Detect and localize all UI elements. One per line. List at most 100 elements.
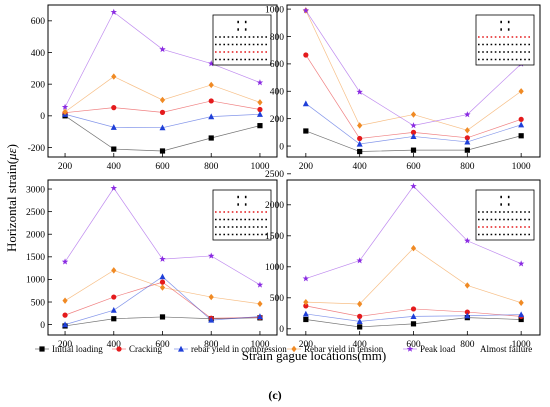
gauge-dot [244,195,247,199]
data-point [464,147,470,153]
legend-label: Initial loading [52,344,103,354]
data-point [464,282,470,289]
y-tick-label: 0 [40,112,45,122]
specimen-inset [475,14,535,66]
x-tick-label: 200 [58,162,73,172]
x-tick-label: 200 [299,162,314,172]
data-point [62,108,68,116]
inset-frame [475,189,535,241]
data-point [410,313,417,319]
y-tick-label: 200 [270,115,285,125]
gauge-dot [237,195,239,199]
data-point [111,316,117,322]
data-point [111,146,117,152]
y-tick-label: 500 [31,298,46,308]
x-tick-label: 400 [107,162,122,172]
y-tick-label: 2000 [265,201,284,211]
x-tick-label: 200 [58,340,73,350]
gauge-dot [244,203,247,206]
x-axis-label: Strain gague locations(mm) [242,348,386,363]
series-line [64,76,261,113]
legend-item-4: Rebar yield in tension [287,344,384,354]
data-point [518,299,524,306]
data-point [302,100,309,107]
legend-marker [406,345,414,352]
gauge-dot [244,28,247,31]
gauge-dot [237,203,239,206]
series-rebar-yield-in-tension [303,245,524,308]
data-point [518,121,525,128]
data-point [257,123,263,129]
data-point [159,148,166,154]
legend-marker [116,346,122,352]
data-point [207,60,215,67]
y-tick-label: 1500 [265,232,284,242]
data-point [257,300,263,308]
data-point [208,293,214,301]
data-point [62,321,69,328]
legend-marker [291,345,297,353]
y-tick-label: 500 [270,294,285,304]
legend-item-6: Almost failure [480,344,532,354]
data-point [159,96,166,104]
figure-caption: (c) [268,388,281,402]
data-point [207,252,215,259]
data-point [410,122,417,129]
x-tick-label: 800 [204,340,219,350]
legend: Initial loading Cracking rebar yield in co… [35,344,532,354]
legend-marker [39,346,45,352]
y-tick-label: 2500 [26,208,45,218]
data-point [303,298,309,306]
data-point [111,267,117,274]
data-point [464,138,471,145]
x-tick-label: 1000 [512,340,531,350]
data-point [517,260,525,267]
specimen-inset [212,189,272,241]
data-point [110,124,117,130]
legend-label: Cracking [129,344,162,354]
chart-panel-2: 200 400 600 800 1000 0 200 400 600 800 1000 [265,4,541,172]
y-tick-label: 1000 [26,276,45,286]
data-point [356,140,363,147]
x-tick-label: 600 [406,162,421,172]
series-peak-load [61,184,264,288]
data-point [159,109,166,115]
y-tick-label: 2500 [265,170,284,180]
data-point [464,312,471,319]
data-point [111,294,117,300]
data-point [208,81,214,89]
x-tick-label: 600 [155,162,170,172]
gauge-dot [500,20,502,24]
data-point [356,88,363,95]
series-rebar-yield-in-compression [62,273,263,328]
legend-item-1: Initial loading [35,344,103,354]
data-point [356,318,363,324]
data-point [464,135,470,141]
y-tick-label: 400 [31,49,46,59]
inset-frame [475,14,535,66]
data-point [518,316,524,323]
series-peak-load [61,8,264,110]
x-tick-label: 800 [460,162,475,172]
y-tick-label: 1500 [26,253,45,263]
y-axis-label: Horizontal strain(με) [4,144,19,252]
x-tick-label: 1000 [250,162,269,172]
y-tick-label: 800 [270,33,285,43]
data-point [357,148,363,155]
data-point [208,113,215,120]
gauge-dot [507,195,510,199]
data-point [111,105,117,111]
data-point [61,258,69,265]
data-point [159,255,166,262]
data-point [257,106,263,113]
series-line [305,247,522,305]
y-tick-label: -200 [28,144,46,154]
series-rebar-yield-in-compression [302,310,525,324]
data-point [208,98,214,104]
series-line [64,115,261,152]
data-point [256,313,263,320]
data-point [110,306,117,313]
y-tick-label: 0 [279,325,284,335]
x-tick-label: 600 [155,340,170,350]
specimen-inset [212,14,272,66]
